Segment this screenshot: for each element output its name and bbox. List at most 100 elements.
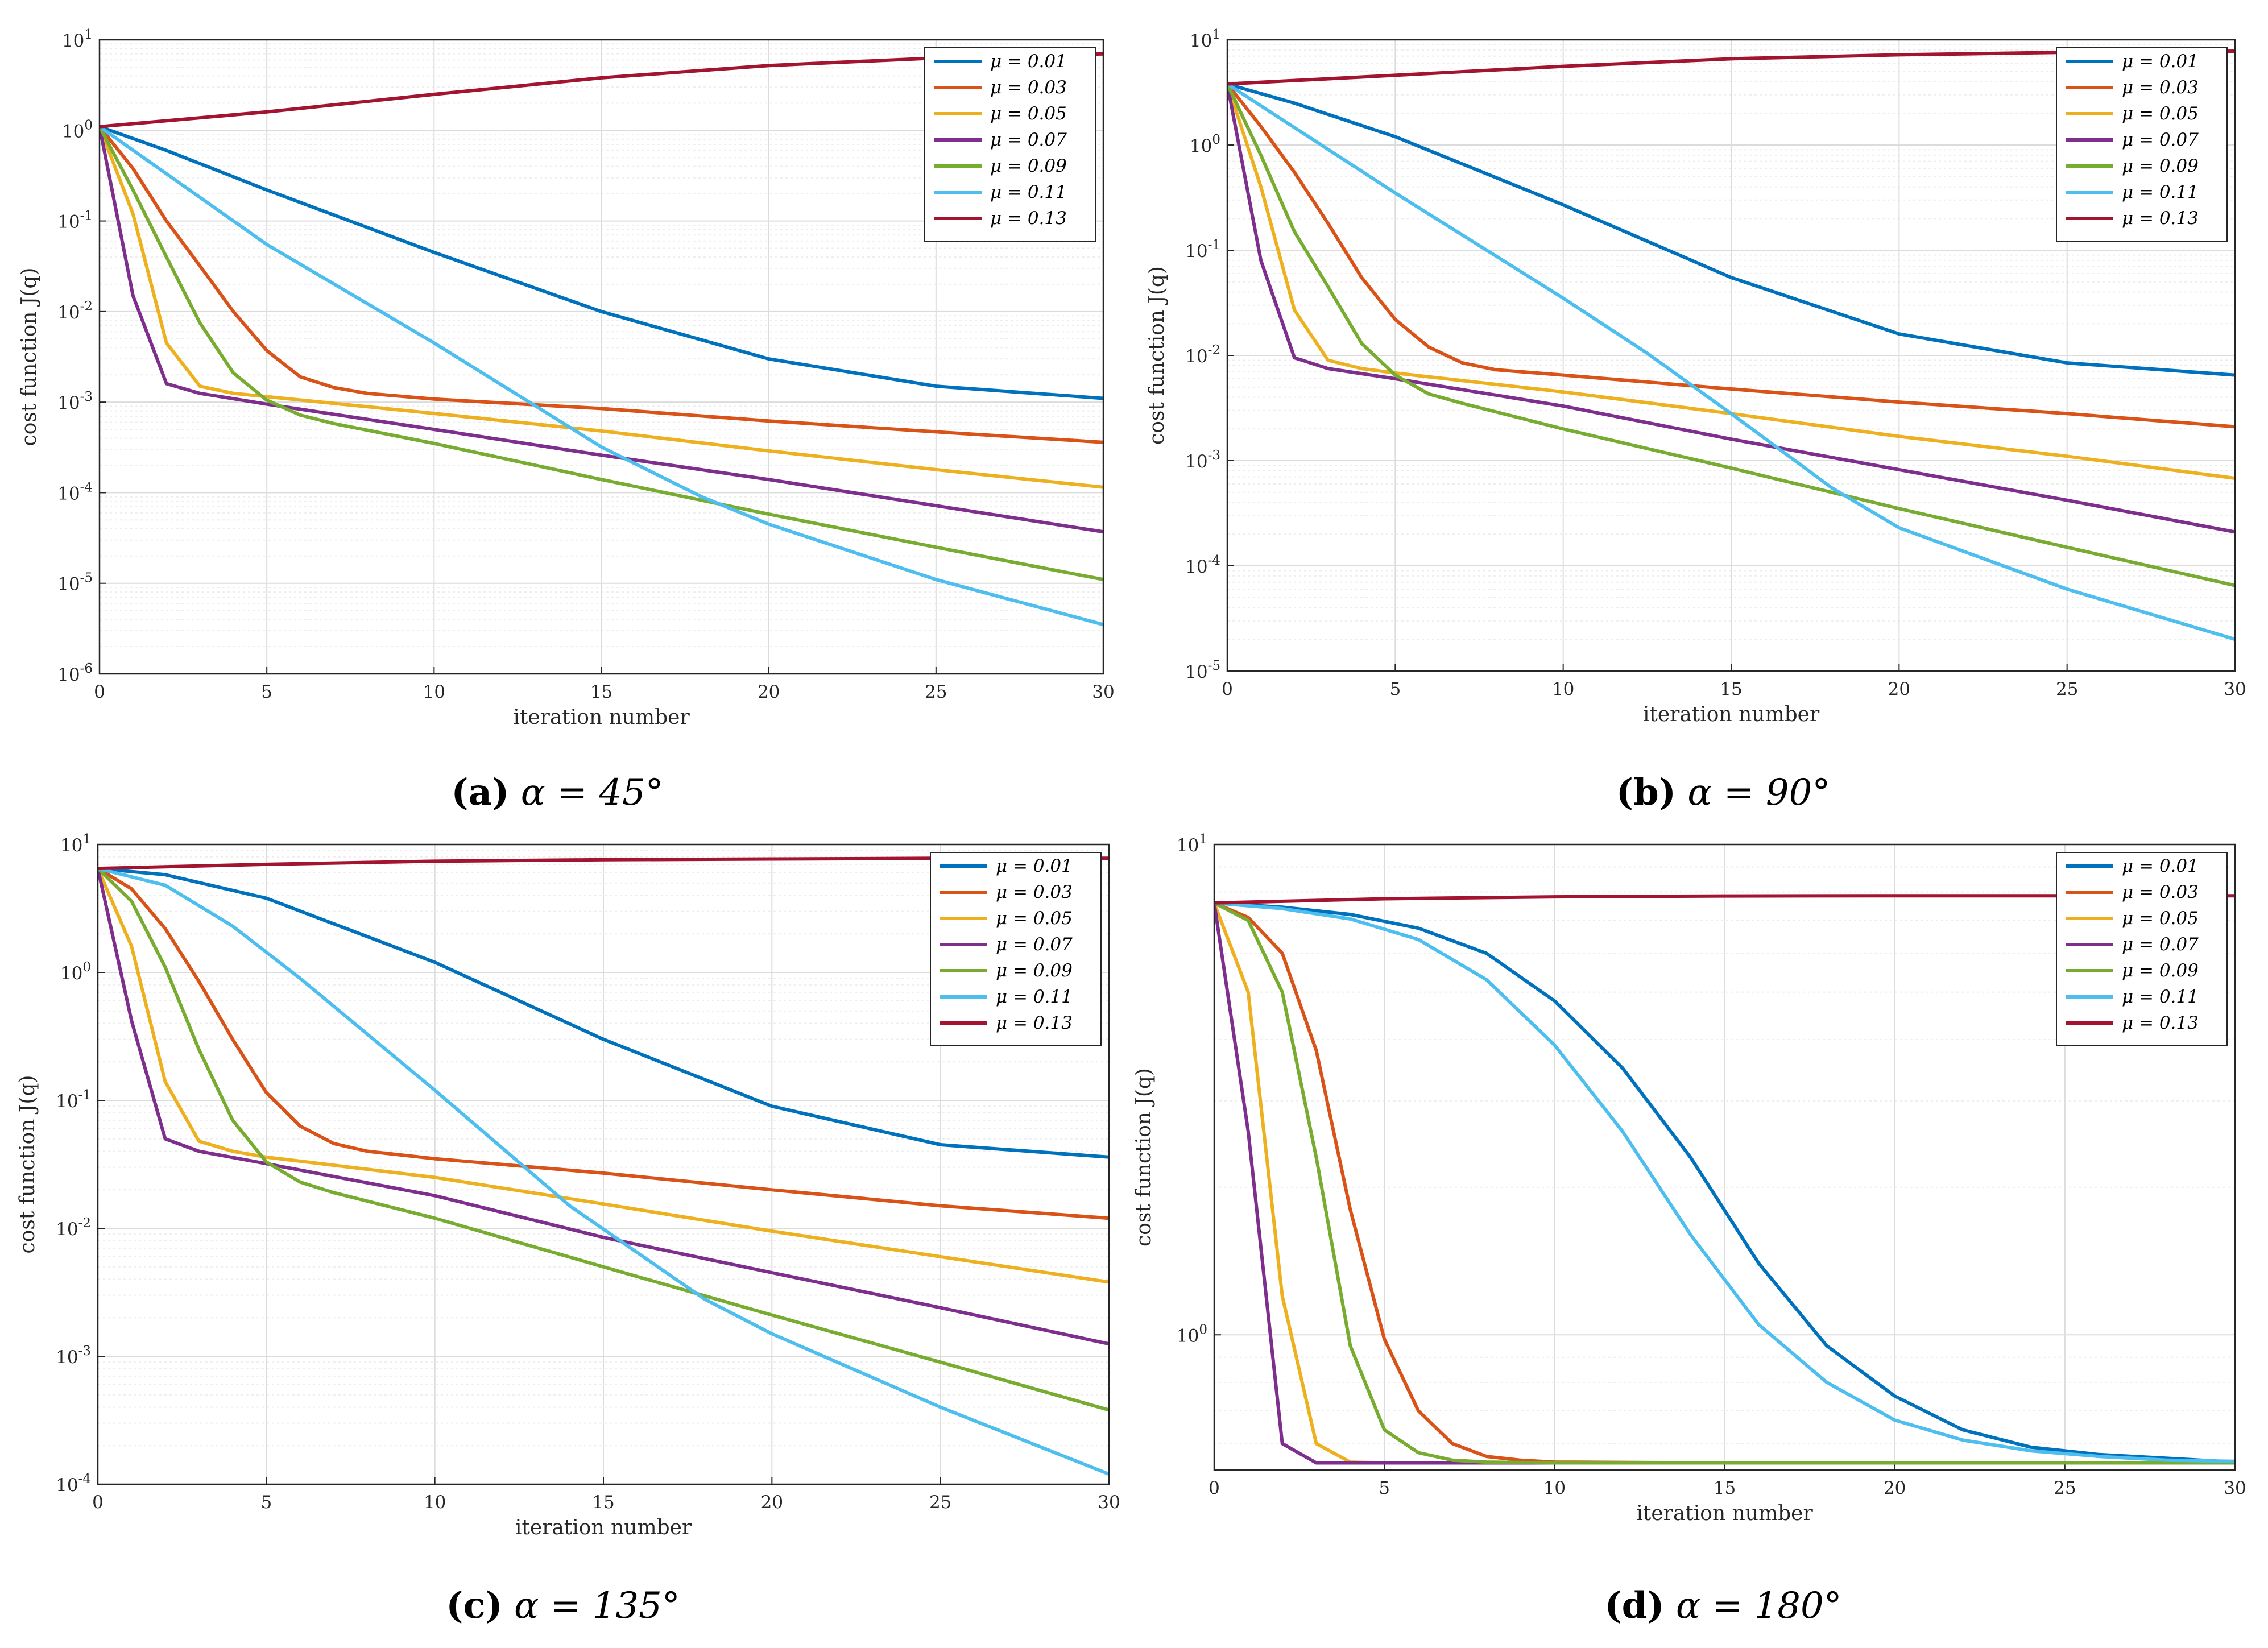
y-tick-label: 10-2 (1185, 343, 1220, 367)
y-tick-label: 101 (1190, 27, 1220, 51)
x-tick-label: 15 (1714, 1478, 1736, 1498)
legend-entry: μ = 0.01 (990, 51, 1067, 72)
y-tick-label: 100 (1190, 132, 1220, 156)
y-tick-label: 101 (62, 27, 93, 51)
legend-entry: μ = 0.03 (2122, 882, 2199, 902)
x-tick-label: 30 (2224, 679, 2246, 699)
x-tick-label: 20 (761, 1492, 783, 1513)
x-tick-label: 20 (758, 682, 780, 702)
legend: μ = 0.01 μ = 0.03 μ = 0.05 μ = 0.07 μ = 0.09… (930, 852, 1102, 1046)
legend-entry: μ = 0.13 (990, 208, 1067, 229)
legend-box (2056, 852, 2228, 1046)
x-tick-label: 5 (1379, 1478, 1390, 1498)
y-tick-label: 10-5 (57, 571, 93, 595)
series-line-mu-005 (100, 125, 1103, 489)
y-tick-label: 10-4 (57, 480, 93, 504)
x-axis-label: iteration number (515, 1516, 692, 1539)
x-tick-label: 10 (1543, 1478, 1566, 1498)
legend-entry: μ = 0.09 (990, 156, 1067, 176)
y-tick-label: 10-5 (1185, 659, 1220, 682)
x-axis-label: iteration number (1643, 703, 1820, 726)
x-tick-label: 25 (929, 1492, 951, 1513)
series-line-mu-009 (1214, 901, 2235, 1465)
x-axis-label: iteration number (1636, 1502, 1813, 1525)
panel-caption: (a) α = 45° (451, 771, 663, 814)
x-tick-label: 0 (1222, 679, 1233, 699)
chart-panel-a: 0 5 10 15 20 25 30 10-6 10-5 10-4 10-3 10-2 10-1 100 1… (18, 27, 1115, 814)
axes-box (1226, 39, 2236, 672)
legend-box (924, 47, 1096, 242)
caption-text: α = 45° (509, 772, 663, 814)
x-tick-label: 0 (92, 1492, 104, 1513)
legend-entry: μ = 0.03 (990, 77, 1067, 98)
x-tick-label: 5 (261, 682, 272, 702)
panel-caption: (d) α = 180° (1604, 1584, 1841, 1627)
series-line-mu-001 (98, 867, 1109, 1159)
caption-letter: (a) (451, 771, 509, 814)
series-line-mu-007 (1227, 82, 2235, 534)
axes-box (97, 843, 1110, 1485)
x-tick-label: 30 (1098, 1492, 1120, 1513)
series-line-mu-009 (98, 867, 1109, 1412)
x-tick-label: 25 (925, 682, 947, 702)
legend-entry: μ = 0.07 (2122, 130, 2199, 150)
series-line-mu-009 (100, 125, 1103, 582)
caption-letter: (d) (1604, 1584, 1664, 1627)
chart-panel-d: 0 5 10 15 20 25 30 100 101 iteration number cost f… (1132, 832, 2246, 1627)
x-axis-label: iteration number (513, 706, 690, 729)
x-tick-label: 20 (1888, 679, 1910, 699)
x-tick-label: 30 (1092, 682, 1114, 702)
y-tick-label: 10-2 (57, 299, 93, 323)
y-tick-label: 100 (62, 118, 93, 142)
series-line-mu-011 (1227, 82, 2235, 641)
series-line-mu-007 (100, 125, 1103, 534)
legend-entry: μ = 0.13 (2122, 208, 2199, 229)
chart-panel-c: 0 5 10 15 20 25 30 10-4 10-3 10-2 10-1 100 101 iterat… (16, 832, 1120, 1627)
chart-panel-b: 0 5 10 15 20 25 30 10-5 10-4 10-3 10-2 10-1 100 101 it… (1145, 27, 2246, 814)
y-tick-label: 10-4 (1185, 553, 1220, 577)
y-tick-label: 101 (1177, 832, 1207, 856)
legend-entry: μ = 0.05 (2122, 908, 2199, 929)
legend-entry: μ = 0.09 (2122, 960, 2199, 981)
x-tick-label: 5 (260, 1492, 272, 1513)
legend-entry: μ = 0.11 (2122, 182, 2199, 202)
panel-caption: (b) α = 90° (1616, 771, 1831, 814)
y-tick-label: 10-4 (56, 1472, 91, 1496)
legend-entry: μ = 0.01 (2122, 856, 2199, 876)
x-tick-label: 0 (1209, 1478, 1220, 1498)
x-tick-label: 25 (2056, 679, 2078, 699)
legend-entry: μ = 0.05 (996, 908, 1073, 929)
y-tick-label: 10-1 (1185, 238, 1220, 262)
y-tick-label: 10-6 (57, 661, 93, 685)
series-line-mu-003 (100, 125, 1103, 444)
legend-entry: μ = 0.09 (996, 960, 1073, 981)
legend-entry: μ = 0.13 (2122, 1013, 2199, 1033)
x-tick-label: 10 (423, 682, 445, 702)
y-axis-label: cost function J(q) (1132, 1068, 1156, 1247)
axes-box (98, 39, 1104, 675)
legend-entry: μ = 0.07 (996, 934, 1073, 955)
y-tick-label: 10-2 (56, 1216, 91, 1240)
x-tick-label: 15 (592, 1492, 614, 1513)
legend: μ = 0.01 μ = 0.03 μ = 0.05 μ = 0.07 μ = 0.09… (924, 47, 1096, 242)
x-tick-label: 10 (1552, 679, 1574, 699)
legend-entry: μ = 0.11 (2122, 987, 2199, 1007)
x-tick-label: 30 (2224, 1478, 2246, 1498)
y-tick-label: 100 (60, 960, 91, 984)
caption-text: α = 90° (1676, 772, 1830, 814)
series-line-mu-001 (100, 125, 1103, 400)
legend-entry: μ = 0.01 (2122, 51, 2199, 72)
legend-entry: μ = 0.03 (996, 882, 1073, 902)
axes-box (1213, 843, 2236, 1471)
y-tick-label: 10-3 (1185, 448, 1220, 472)
legend-entry: μ = 0.05 (990, 103, 1067, 124)
series-line-mu-011 (1214, 901, 2235, 1463)
y-axis-label: cost function J(q) (16, 1075, 39, 1254)
panel-caption: (c) α = 135° (446, 1584, 680, 1627)
legend-entry: μ = 0.01 (996, 856, 1073, 876)
y-axis-label: cost function J(q) (1145, 266, 1169, 445)
legend-entry: μ = 0.11 (990, 182, 1067, 202)
series-line-mu-003 (1227, 82, 2235, 429)
legend-entry: μ = 0.07 (990, 130, 1067, 150)
